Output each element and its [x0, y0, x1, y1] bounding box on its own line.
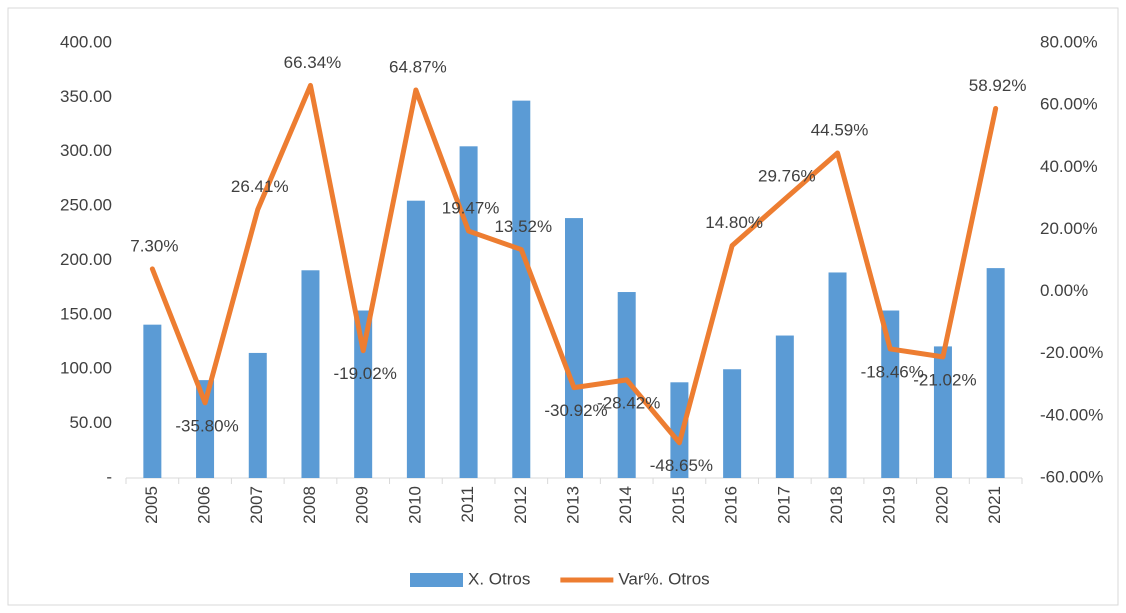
data-label: 19.47% — [442, 199, 500, 218]
bar — [248, 352, 267, 478]
y2-tick-label: -40.00% — [1040, 405, 1103, 424]
bar — [301, 270, 320, 478]
x-tick-label: 2021 — [985, 486, 1004, 524]
chart-border — [7, 7, 1119, 606]
bar — [512, 100, 531, 478]
data-label: -35.80% — [175, 416, 238, 435]
y2-tick-label: 80.00% — [1040, 32, 1098, 51]
y2-tick-label: 60.00% — [1040, 95, 1098, 114]
y-tick-label: 250.00 — [60, 196, 112, 215]
bar — [406, 200, 425, 478]
x-tick-label: 2010 — [405, 486, 424, 524]
data-label: 7.30% — [130, 236, 178, 255]
bar — [933, 346, 952, 478]
x-tick-label: 2006 — [195, 486, 214, 524]
x-tick-label: 2016 — [722, 486, 741, 524]
y2-tick-label: 40.00% — [1040, 157, 1098, 176]
x-tick-label: 2015 — [669, 486, 688, 524]
y-tick-label: 150.00 — [60, 304, 112, 323]
bar — [775, 335, 794, 478]
data-label: -28.42% — [597, 393, 660, 412]
x-tick-label: 2011 — [458, 486, 477, 523]
data-label: 13.52% — [494, 217, 552, 236]
y-tick-label: 50.00 — [69, 413, 112, 432]
y2-tick-label: 0.00% — [1040, 281, 1088, 300]
legend-label: Var%. Otros — [618, 569, 709, 588]
x-tick-label: 2020 — [932, 486, 951, 524]
bar — [459, 146, 478, 478]
data-label: 64.87% — [389, 57, 447, 76]
legend-label: X. Otros — [468, 569, 530, 588]
y2-tick-label: -60.00% — [1040, 467, 1103, 486]
y2-tick-label: -20.00% — [1040, 343, 1103, 362]
bar — [354, 310, 373, 478]
bar — [143, 324, 162, 478]
data-label: -30.92% — [544, 401, 607, 420]
x-tick-label: 2009 — [353, 486, 372, 524]
y-tick-label: 350.00 — [60, 87, 112, 106]
x-tick-label: 2014 — [616, 486, 635, 524]
bar — [986, 268, 1005, 478]
y-tick-label: 100.00 — [60, 359, 112, 378]
x-tick-label: 2007 — [247, 486, 266, 524]
y-tick-label: 300.00 — [60, 141, 112, 160]
bar — [881, 310, 900, 478]
x-tick-label: 2017 — [774, 486, 793, 524]
x-tick-label: 2005 — [142, 486, 161, 524]
x-tick-label: 2012 — [511, 486, 530, 524]
y-tick-label: 200.00 — [60, 250, 112, 269]
data-label: -19.02% — [334, 364, 397, 383]
legend-swatch — [410, 573, 463, 587]
data-label: 29.76% — [758, 167, 816, 186]
data-label: 58.92% — [969, 76, 1027, 95]
x-tick-label: 2018 — [827, 486, 846, 524]
bar — [565, 218, 583, 478]
y-tick-label: 400.00 — [60, 32, 112, 51]
x-tick-label: 2013 — [563, 486, 582, 524]
y-tick-label: - — [106, 467, 112, 486]
data-label: -48.65% — [650, 456, 713, 475]
line — [149, 82, 999, 446]
x-tick-label: 2019 — [880, 486, 899, 524]
data-label: 44.59% — [811, 121, 869, 140]
data-label: -18.46% — [861, 362, 924, 381]
data-label: 26.41% — [231, 177, 289, 196]
bar — [670, 382, 689, 478]
data-label: 14.80% — [705, 213, 763, 232]
bar — [723, 369, 742, 478]
bar — [828, 272, 847, 478]
bar — [196, 380, 215, 478]
bar — [617, 292, 636, 478]
x-tick-label: 2008 — [300, 486, 319, 524]
data-label: -21.02% — [913, 370, 976, 389]
data-label: 66.34% — [284, 53, 342, 72]
y2-tick-label: 20.00% — [1040, 219, 1098, 238]
